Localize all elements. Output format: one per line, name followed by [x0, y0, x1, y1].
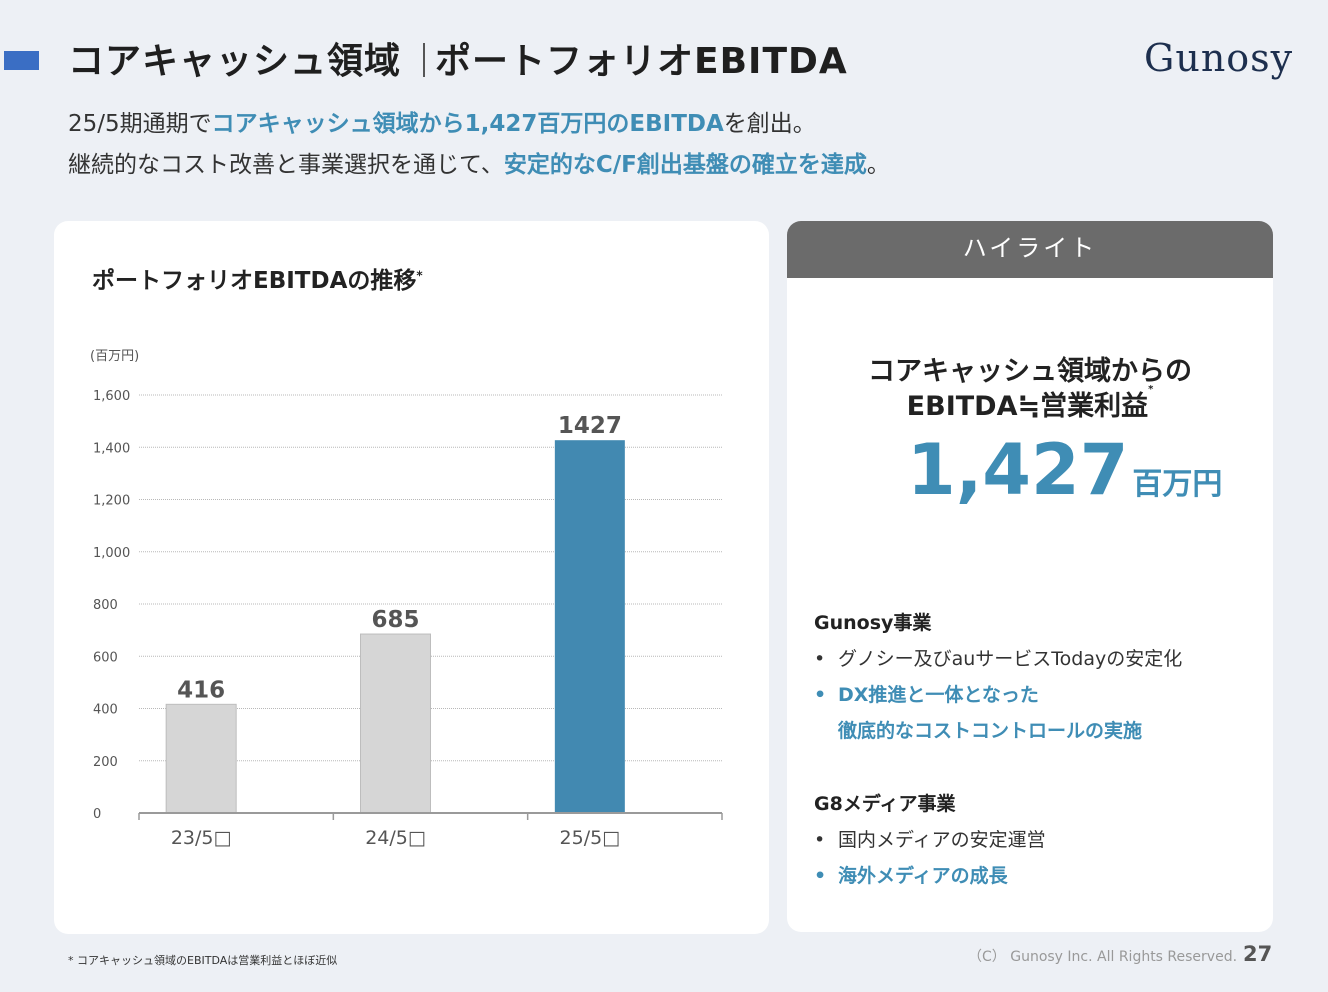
title-separator	[423, 43, 426, 77]
bar	[360, 633, 431, 814]
copyright: （C） Gunosy Inc. All Rights Reserved.	[968, 949, 1238, 965]
highlight-big-value: 1,427 百万円	[907, 429, 1222, 511]
y-tick-label: 1,400	[93, 441, 130, 456]
lead-1-text-b: を創出。	[723, 111, 816, 137]
page-title-main: コアキャッシュ領域	[68, 41, 402, 82]
ebitda-bar-chart: (百万円) 0 200 400 600 800 1,000 1,200 1,400 1,600 41…	[90, 349, 723, 849]
highlight-card: ハイライト コアキャッシュ領域からの EBITDA≒営業利益* 1,427 百万円…	[787, 221, 1273, 932]
bar-data-label: 416	[177, 677, 225, 703]
y-tick-label: 200	[93, 755, 118, 770]
chart-title: ポートフォリオEBITDAの推移*	[92, 261, 423, 295]
list-item: • 海外メディアの成長	[814, 861, 1008, 888]
x-tick-label: 23/5□	[171, 827, 232, 849]
bar	[554, 440, 625, 813]
footnote: * コアキャッシュ領域のEBITDAは営業利益とほぼ近似	[68, 954, 338, 967]
highlight-value-unit: 百万円	[1132, 467, 1223, 502]
chart-title-text: ポートフォリオEBITDAの推移	[92, 268, 417, 294]
y-tick-label: 1,200	[93, 494, 130, 509]
chart-title-mark: *	[416, 268, 423, 283]
y-axis-unit-label: (百万円)	[90, 349, 139, 364]
bullet-icon: •	[814, 865, 827, 887]
bar	[165, 703, 237, 814]
bar-data-label: 685	[371, 607, 419, 633]
list-item: • 国内メディアの安定運営	[814, 825, 1046, 852]
x-tick-label: 24/5□	[365, 827, 426, 849]
list-item-text: グノシー及びauサービスTodayの安定化	[838, 648, 1183, 670]
section-title-g8: G8メディア事業	[814, 793, 956, 815]
lead-2-highlight: 安定的なC/F創出基盤の確立を達成	[503, 152, 867, 178]
y-tick-label: 1,000	[93, 546, 130, 561]
lead-1-text-a: 25/5期通期で	[68, 111, 212, 137]
highlight-value-number: 1,427	[907, 429, 1129, 511]
section-title-gunosy: Gunosy事業	[814, 612, 932, 634]
x-tick-label: 25/5□	[560, 827, 621, 849]
lead-line-1: 25/5期通期でコアキャッシュ領域から1,427百万円のEBITDAを創出。	[68, 104, 816, 138]
gunosy-logo: Gunosy	[1144, 36, 1294, 80]
bullet-icon: •	[814, 829, 826, 851]
y-tick-label: 1,600	[93, 389, 130, 404]
page-title-sub: ポートフォリオEBITDA	[435, 41, 848, 82]
chart-card: ポートフォリオEBITDAの推移* (百万円) 0 200 400 600 800 1,00…	[54, 221, 769, 934]
bullet-icon: •	[814, 684, 827, 706]
bar-data-label: 1427	[558, 413, 622, 439]
list-item-text: DX推進と一体となった	[838, 684, 1039, 706]
highlight-subtitle-1: コアキャッシュ領域からの	[868, 356, 1192, 387]
y-tick-label: 400	[93, 703, 118, 718]
y-tick-label: 0	[93, 807, 101, 822]
list-item-continuation: 徹底的なコストコントロールの実施	[838, 720, 1143, 742]
page-title: コアキャッシュ領域 ポートフォリオEBITDA	[68, 32, 848, 84]
highlight-subtitle-mark: *	[1148, 384, 1154, 395]
lead-2-text-b: 。	[866, 152, 890, 178]
y-tick-label: 600	[93, 650, 118, 665]
title-accent-bar	[4, 51, 39, 70]
lead-2-text-a: 継続的なコスト改善と事業選択を通じて、	[68, 152, 504, 178]
list-item: • グノシー及びauサービスTodayの安定化	[814, 644, 1182, 671]
bullet-icon: •	[814, 648, 826, 670]
highlight-subtitle-2-text: EBITDA≒営業利益	[906, 391, 1149, 422]
list-item: • DX推進と一体となった	[814, 680, 1039, 707]
lead-line-2: 継続的なコスト改善と事業選択を通じて、安定的なC/F創出基盤の確立を達成。	[68, 145, 890, 179]
list-item-text: 国内メディアの安定運営	[838, 829, 1046, 851]
y-tick-label: 800	[93, 598, 118, 613]
list-item-text: 海外メディアの成長	[838, 865, 1008, 887]
page-number: 27	[1243, 942, 1273, 966]
lead-1-highlight: コアキャッシュ領域から1,427百万円のEBITDA	[211, 111, 724, 137]
highlight-subtitle-2: EBITDA≒営業利益*	[787, 384, 1273, 423]
highlight-header: ハイライト	[787, 221, 1273, 278]
